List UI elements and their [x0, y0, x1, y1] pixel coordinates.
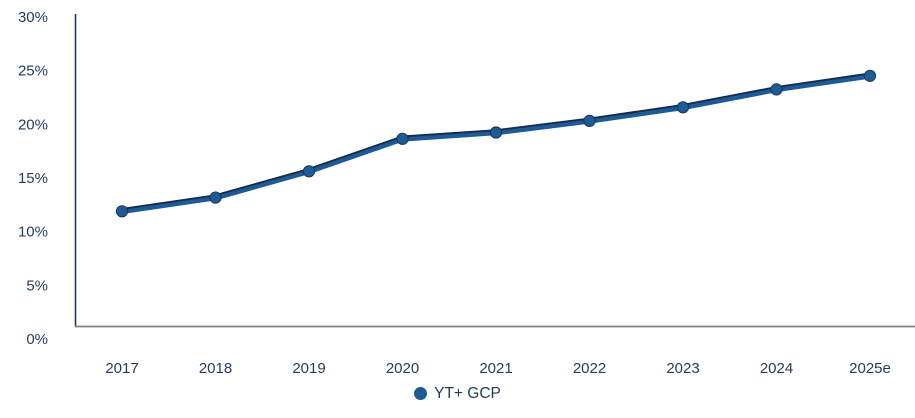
data-point-marker — [396, 132, 409, 145]
x-axis-label: 2024 — [760, 360, 793, 377]
x-axis-label: 2020 — [386, 360, 419, 377]
data-point-marker — [770, 83, 783, 96]
data-point-marker — [676, 101, 690, 114]
legend: YT+ GCP — [0, 386, 915, 402]
y-tick-label: 20% — [18, 116, 48, 133]
x-axis-label: 2019 — [292, 360, 325, 377]
x-axis-label: 2022 — [573, 360, 606, 377]
legend-series-label: YT+ GCP — [434, 385, 501, 402]
y-tick-label: 10% — [18, 224, 48, 241]
legend-series-marker-icon — [414, 387, 428, 401]
data-point-marker — [583, 114, 596, 128]
line-chart-canvas: 0% 5% 10% 15% 20% 25% 30% 2017 2018 2019 2020 2021 2… — [18, 9, 915, 377]
y-tick-label: 0% — [26, 331, 48, 348]
y-tick-label: 5% — [26, 277, 48, 294]
y-tick-label: 25% — [18, 63, 48, 80]
data-point-marker — [115, 205, 129, 218]
x-axis-label: 2023 — [666, 360, 699, 377]
data-point-marker — [209, 191, 222, 204]
data-point-marker — [863, 69, 877, 82]
y-tick-label: 30% — [18, 9, 48, 26]
data-point-marker — [302, 165, 316, 178]
y-tick-label: 15% — [18, 170, 48, 187]
x-axis-label: 2025e — [849, 360, 891, 377]
x-axis-label: 2021 — [479, 360, 512, 377]
series-line — [121, 74, 871, 215]
data-point-marker — [489, 126, 503, 139]
x-axis-label: 2018 — [199, 360, 232, 377]
x-axis-label: 2017 — [105, 360, 138, 377]
